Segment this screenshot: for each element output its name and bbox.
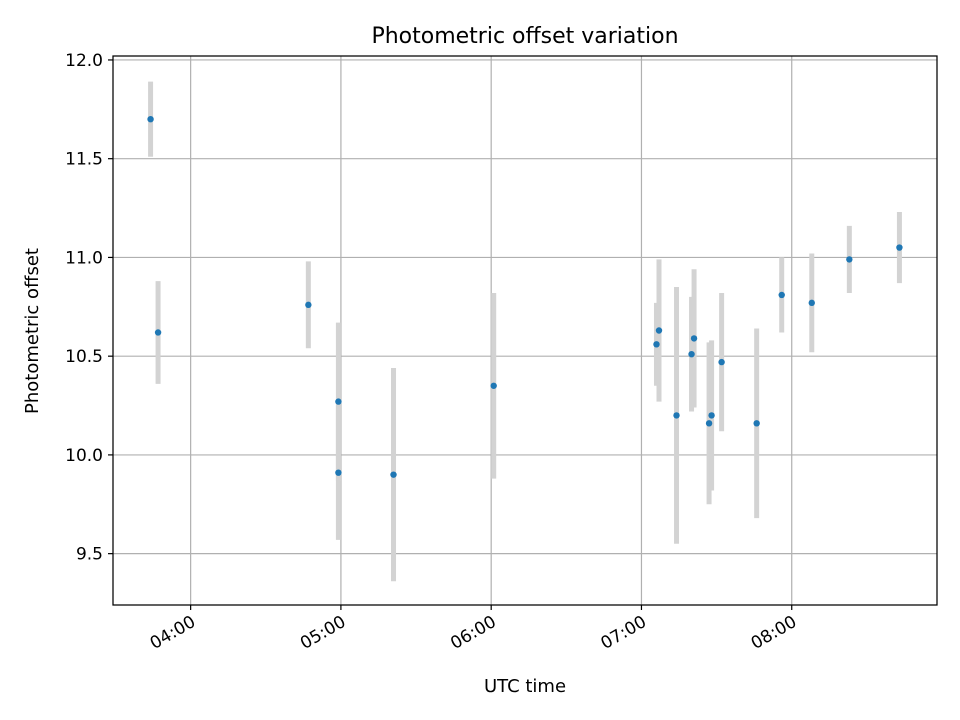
- data-point: [653, 341, 660, 348]
- data-point: [154, 329, 162, 336]
- data-point: [673, 412, 680, 419]
- data-point: [390, 471, 397, 478]
- data-point: [335, 398, 342, 405]
- data-point: [846, 256, 853, 263]
- x-tick-label: 08:00: [748, 612, 800, 654]
- grid-layer: [113, 56, 937, 605]
- y-tick-label: 10.0: [65, 446, 103, 466]
- data-point: [808, 299, 815, 307]
- data-point: [690, 335, 698, 342]
- data-point: [896, 244, 903, 251]
- chart-title: Photometric offset variation: [371, 24, 678, 49]
- data-point: [335, 469, 342, 476]
- data-point: [305, 301, 312, 309]
- data-point: [655, 327, 663, 334]
- plot-frame: [112, 55, 938, 606]
- x-tick-label: 07:00: [598, 612, 650, 654]
- data-point: [490, 382, 497, 389]
- point-layer: [147, 115, 903, 478]
- data-point: [688, 350, 695, 358]
- data-point: [705, 420, 713, 427]
- data-point: [718, 358, 725, 366]
- y-tick-label: 11.0: [65, 248, 103, 268]
- y-tick-label: 10.5: [65, 347, 103, 367]
- y-tick-label: 9.5: [76, 545, 103, 565]
- y-tick-label: 11.5: [65, 150, 103, 170]
- y-tick-label: 12.0: [65, 51, 103, 71]
- y-axis-label: Photometric offset: [22, 248, 43, 414]
- data-point: [778, 291, 785, 299]
- x-tick-label: 06:00: [447, 612, 499, 654]
- data-point: [753, 420, 760, 427]
- x-tick-label: 04:00: [147, 612, 199, 654]
- data-point: [708, 412, 715, 419]
- errorbar-layer: [148, 81, 902, 582]
- x-tick-label: 05:00: [297, 612, 349, 654]
- x-axis-label: UTC time: [484, 676, 566, 697]
- data-point: [147, 115, 154, 123]
